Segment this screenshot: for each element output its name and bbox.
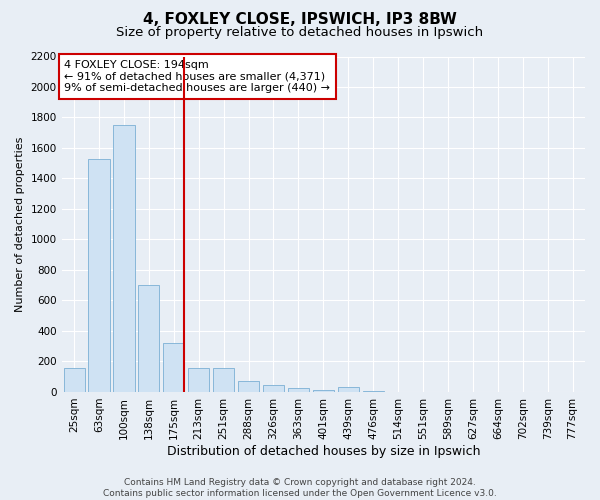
Text: 4 FOXLEY CLOSE: 194sqm
← 91% of detached houses are smaller (4,371)
9% of semi-d: 4 FOXLEY CLOSE: 194sqm ← 91% of detached… [64, 60, 330, 93]
Bar [163, 343, 184, 392]
Y-axis label: Number of detached properties: Number of detached properties [15, 136, 25, 312]
Bar [213, 368, 234, 392]
Text: Contains HM Land Registry data © Crown copyright and database right 2024.
Contai: Contains HM Land Registry data © Crown c… [103, 478, 497, 498]
Bar [88, 158, 110, 392]
Bar [338, 388, 359, 392]
Bar [238, 380, 259, 392]
Bar [263, 385, 284, 392]
Bar [188, 368, 209, 392]
Bar [313, 390, 334, 392]
Text: 4, FOXLEY CLOSE, IPSWICH, IP3 8BW: 4, FOXLEY CLOSE, IPSWICH, IP3 8BW [143, 12, 457, 28]
Text: Size of property relative to detached houses in Ipswich: Size of property relative to detached ho… [116, 26, 484, 39]
Bar [362, 391, 384, 392]
Bar [138, 285, 160, 392]
Bar [113, 125, 134, 392]
Bar [64, 368, 85, 392]
X-axis label: Distribution of detached houses by size in Ipswich: Distribution of detached houses by size … [167, 444, 480, 458]
Bar [288, 388, 309, 392]
